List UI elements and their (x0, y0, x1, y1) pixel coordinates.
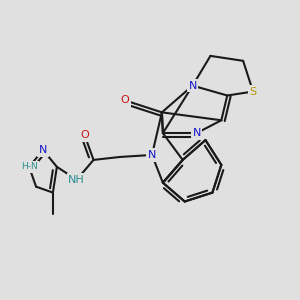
Text: S: S (250, 86, 256, 97)
Text: N: N (188, 81, 197, 91)
Text: NH: NH (68, 175, 85, 185)
Text: O: O (80, 130, 89, 140)
Text: N: N (148, 150, 156, 160)
Text: N: N (192, 128, 201, 138)
Text: H-N: H-N (21, 162, 38, 171)
Text: O: O (121, 95, 130, 106)
Text: N: N (39, 145, 47, 155)
